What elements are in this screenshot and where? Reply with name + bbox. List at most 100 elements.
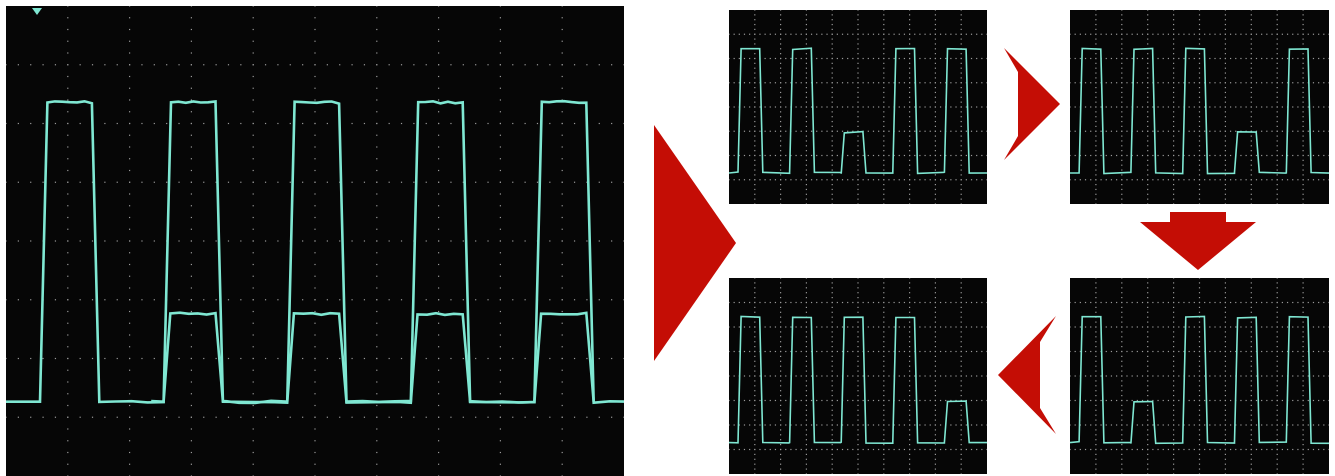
grid-dot: [1318, 302, 1319, 303]
grid-dot: [878, 131, 879, 132]
grid-dot: [935, 415, 936, 416]
grid-dot: [1246, 375, 1247, 376]
grid-dot: [961, 58, 962, 59]
grid-dot: [1173, 106, 1174, 107]
grid-dot: [1303, 194, 1304, 195]
grid-dot: [986, 155, 987, 156]
grid-dot: [1303, 116, 1304, 117]
grid-dot: [816, 400, 817, 401]
grid-dot: [986, 424, 987, 425]
grid-dot: [935, 19, 936, 20]
grid-dot: [1209, 400, 1210, 401]
grid-dot: [734, 326, 735, 327]
grid-dot: [1277, 63, 1278, 64]
grid-dot: [857, 390, 858, 391]
grid-dot: [1121, 444, 1122, 445]
grid-dot: [191, 299, 192, 300]
grid-dot: [1126, 179, 1127, 180]
grid-dot: [487, 417, 488, 418]
grid-dot: [500, 41, 501, 42]
grid-dot: [1251, 58, 1252, 59]
grid-dot: [780, 10, 781, 11]
grid-dot: [1095, 194, 1096, 195]
grid-dot: [857, 351, 858, 352]
grid-dot: [1126, 449, 1127, 450]
grid-dot: [832, 194, 833, 195]
grid-dot: [562, 264, 563, 265]
grid-dot: [67, 123, 68, 124]
grid-dot: [6, 417, 7, 418]
grid-dot: [1095, 336, 1096, 337]
grid-dot: [1157, 326, 1158, 327]
grid-dot: [857, 19, 858, 20]
grid-dot: [1199, 29, 1200, 30]
grid-dot: [961, 121, 962, 122]
grid-dot: [562, 111, 563, 112]
grid-dot: [857, 326, 858, 327]
grid-dot: [1225, 439, 1226, 440]
grid-dot: [253, 440, 254, 441]
grid-dot: [1100, 155, 1101, 156]
grid-dot: [1142, 424, 1143, 425]
grid-dot: [141, 64, 142, 65]
grid-dot: [744, 155, 745, 156]
grid-dot: [749, 82, 750, 83]
grid-dot: [438, 440, 439, 441]
grid-dot: [857, 410, 858, 411]
grid-dot: [1225, 24, 1226, 25]
grid-dot: [351, 358, 352, 359]
grid-dot: [852, 302, 853, 303]
grid-dot: [935, 292, 936, 293]
grid-dot: [1225, 400, 1226, 401]
grid-dot: [1303, 58, 1304, 59]
grid-dot: [1328, 449, 1329, 450]
grid-dot: [586, 417, 587, 418]
grid-dot: [914, 302, 915, 303]
grid-dot: [961, 97, 962, 98]
grid-dot: [314, 252, 315, 253]
grid-dot: [67, 346, 68, 347]
grid-dot: [899, 375, 900, 376]
grid-dot: [67, 299, 68, 300]
grid-dot: [1090, 351, 1091, 352]
grid-dot: [1090, 424, 1091, 425]
grid-dot: [203, 240, 204, 241]
grid-dot: [1292, 449, 1293, 450]
grid-dot: [832, 58, 833, 59]
grid-dot: [1147, 307, 1148, 308]
grid-dot: [909, 203, 910, 204]
grid-dot: [1308, 302, 1309, 303]
grid-dot: [857, 429, 858, 430]
grid-dot: [1313, 179, 1314, 180]
grid-dot: [806, 429, 807, 430]
grid-dot: [832, 366, 833, 367]
grid-dot: [1075, 34, 1076, 35]
grid-dot: [883, 464, 884, 465]
grid-dot: [1199, 140, 1200, 141]
grid-dot: [1277, 82, 1278, 83]
grid-dot: [749, 302, 750, 303]
grid-dot: [832, 346, 833, 347]
grid-dot: [1147, 150, 1148, 151]
grid-dot: [586, 64, 587, 65]
grid-dot: [857, 72, 858, 73]
grid-dot: [883, 341, 884, 342]
grid-dot: [832, 126, 833, 127]
grid-dot: [1251, 331, 1252, 332]
grid-dot: [754, 278, 755, 279]
grid-dot: [178, 123, 179, 124]
grid-dot: [806, 449, 807, 450]
scope-frame-3-trace: [1070, 278, 1329, 474]
grid-dot: [376, 29, 377, 30]
grid-dot: [191, 240, 192, 241]
grid-dot: [806, 97, 807, 98]
grid-dot: [780, 48, 781, 49]
grid-dot: [806, 405, 807, 406]
grid-dot: [904, 82, 905, 83]
grid-dot: [961, 282, 962, 283]
grid-dot: [1163, 179, 1164, 180]
grid-dot: [1251, 111, 1252, 112]
grid-dot: [780, 140, 781, 141]
grid-dot: [1251, 371, 1252, 372]
grid-dot: [1121, 439, 1122, 440]
